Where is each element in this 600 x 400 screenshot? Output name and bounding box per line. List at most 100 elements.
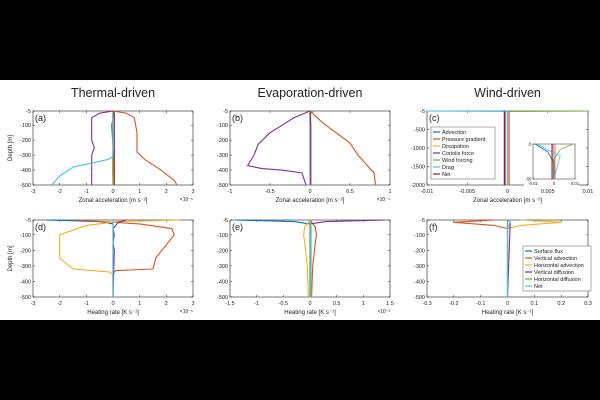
x-axis-label: Zonal acceleration [m s⁻²] xyxy=(79,198,148,204)
x-tick-label: 0.3 xyxy=(584,301,592,307)
y-tick-label: -5 xyxy=(420,109,425,115)
x-tick-label: -0.3 xyxy=(422,301,431,307)
series-line-vertical-diffusion xyxy=(112,219,127,298)
y-tick-label: -200 xyxy=(414,248,425,254)
x-tick-label: 3 xyxy=(191,189,194,195)
legend-label: Pressure gradient xyxy=(442,137,486,143)
column-title-2: Wind-driven xyxy=(474,86,541,100)
x-tick-label: -0.005 xyxy=(459,189,475,195)
legend-label: Wind forcing xyxy=(442,158,473,164)
y-tick-label: -100 xyxy=(217,233,228,239)
y-tick-label: -300 xyxy=(217,153,228,159)
series-line-drag xyxy=(51,111,114,186)
series-line-net xyxy=(112,110,115,185)
inset-x-tick-label: -0.01 xyxy=(528,181,538,186)
x-tick-label: 3 xyxy=(191,301,194,307)
x-tick-label: 1.5 xyxy=(386,301,394,307)
y-tick-label: -300 xyxy=(217,264,228,270)
plot-c: -0.01 -0.005 0 0.005 0.01-5-500-1000-1500-20… xyxy=(411,109,593,204)
y-tick-label: -400 xyxy=(414,279,425,285)
x-tick-label: 0 xyxy=(506,189,509,195)
x-tick-label: 1 xyxy=(138,301,141,307)
plot-f: -0.3 -0.2 -0.1 0 0.1 0.2 0.3 -5 -100 -200 -300 -400… xyxy=(414,218,592,316)
inset-y-tick-label: -50 xyxy=(525,177,532,182)
x-axis-label: Heating rate [K s⁻¹] xyxy=(87,310,139,316)
plot-e: -1.5 -1 -0.5 0 0.5 1 1.5 -5 -100 -200 -300 -400 -500… xyxy=(217,218,394,316)
figure-svg: Thermal-driven Evaporation-driven Wind-dri… xyxy=(8,86,593,316)
x-tick-label: -3 xyxy=(31,189,36,195)
y-tick-label: -500 xyxy=(217,183,228,189)
x-tick-label: 0.5 xyxy=(333,301,341,307)
y-tick-label: -100 xyxy=(217,123,228,129)
y-axis-label: Depth [m] xyxy=(8,135,14,161)
y-tick-label: -500 xyxy=(20,295,31,301)
series-line-horizontal-advection xyxy=(303,219,311,298)
x-axis-label: Heating rate [K s⁻¹] xyxy=(482,310,534,316)
y-tick-label: -500 xyxy=(20,183,31,189)
series-line-coriolis-force xyxy=(247,110,311,186)
y-tick-label: -300 xyxy=(414,264,425,270)
x-tick-label: 0.1 xyxy=(531,301,539,307)
y-tick-label: -2000 xyxy=(411,183,425,189)
y-tick-label: -500 xyxy=(414,295,425,301)
y-tick-label: -500 xyxy=(414,127,425,133)
x-axis-label: Zonal acceleration [m s⁻²] xyxy=(276,198,345,204)
x-tick-label: -2 xyxy=(57,301,62,307)
y-tick-label: -200 xyxy=(217,248,228,254)
x-tick-label: 0 xyxy=(506,301,509,307)
y-tick-label: -200 xyxy=(20,138,31,144)
y-tick-label: -400 xyxy=(217,168,228,174)
series-line-pressure-gradient xyxy=(112,110,178,186)
y-tick-label: -100 xyxy=(414,233,425,239)
series-line-horizontal-advection xyxy=(59,219,180,297)
series-line-net xyxy=(309,219,312,297)
legend-label: Coriolis force xyxy=(442,151,474,157)
inset-plot: -0.01 0 0.01 -5 -50 xyxy=(524,140,580,187)
axis-exponent: ×10⁻⁵ xyxy=(180,309,193,315)
x-tick-label: -0.2 xyxy=(449,301,458,307)
plot-b: -1 -0.5 0 0.5 1 -5 -100 -200 -300 -400 -500 (b) Zona… xyxy=(217,109,392,204)
y-tick-label: -1500 xyxy=(411,164,425,170)
legend-label: Surface flux xyxy=(534,249,563,255)
y-tick-label: -200 xyxy=(20,248,31,254)
column-title-0: Thermal-driven xyxy=(71,86,155,100)
x-tick-label: -2 xyxy=(57,189,62,195)
inset-x-tick-label: 0.01 xyxy=(571,181,580,186)
legend-label: Drag xyxy=(442,165,454,171)
legend-label: Horizontal diffusion xyxy=(534,277,581,283)
inset-x-tick-label: 0 xyxy=(553,181,556,186)
x-tick-label: 2 xyxy=(165,189,168,195)
x-tick-label: -3 xyxy=(31,301,36,307)
panel-label: (c) xyxy=(429,113,440,123)
legend-label: Dissipation xyxy=(442,144,469,150)
column-title-1: Evaporation-driven xyxy=(258,86,363,100)
x-axis-label: Heating rate [K s⁻¹] xyxy=(284,310,336,316)
x-tick-label: -0.01 xyxy=(421,189,434,195)
axis-exponent: ×10⁻⁴ xyxy=(377,197,390,203)
figure-panel: Thermal-driven Evaporation-driven Wind-dri… xyxy=(0,80,600,320)
y-tick-label: -100 xyxy=(20,123,31,129)
x-tick-label: 0 xyxy=(308,189,311,195)
series-line-pressure-gradient xyxy=(309,110,377,186)
y-tick-label: -400 xyxy=(20,279,31,285)
axis-exponent: ×10⁻⁵ xyxy=(180,197,193,203)
series-line-drag xyxy=(426,110,509,185)
legend-box xyxy=(430,126,496,180)
panel-label: (d) xyxy=(35,222,46,232)
series-line-vertical-advection xyxy=(309,219,317,298)
y-tick-label: -5 xyxy=(420,218,425,224)
y-tick-label: -1000 xyxy=(411,146,425,152)
panel-label: (e) xyxy=(232,222,243,232)
x-tick-label: -1.5 xyxy=(225,301,234,307)
plot-d: -3 -2 -1 0 1 2 3 -5 -100 -200 -300 -400 -500 (d) Heati… xyxy=(8,218,195,316)
x-tick-label: 0.005 xyxy=(541,189,555,195)
x-tick-label: 2 xyxy=(165,301,168,307)
series-line-coriolis-force xyxy=(91,110,114,185)
legend-label: Vertical advection xyxy=(534,256,577,262)
y-axis-label: Depth [m] xyxy=(8,245,14,271)
y-tick-label: -5 xyxy=(223,109,228,115)
x-tick-label: 1 xyxy=(138,189,141,195)
y-tick-label: -100 xyxy=(20,233,31,239)
x-tick-label: -1 xyxy=(254,301,259,307)
